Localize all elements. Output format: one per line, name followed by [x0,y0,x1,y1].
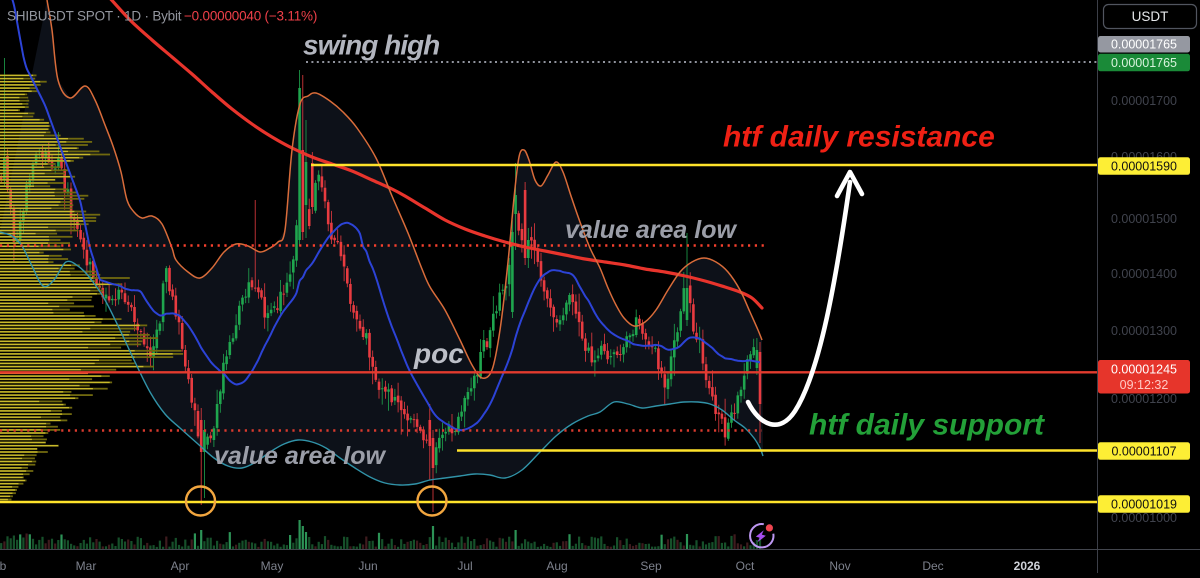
svg-text:0.00001019: 0.00001019 [1111,497,1177,511]
svg-text:0.00001765: 0.00001765 [1111,56,1177,70]
svg-text:Aug: Aug [546,559,567,573]
svg-text:Jun: Jun [358,559,377,573]
svg-text:09:12:32: 09:12:32 [1120,378,1169,392]
svg-text:0.00001200: 0.00001200 [1111,392,1177,406]
svg-text:Mar: Mar [76,559,97,573]
svg-text:value area low: value area low [214,442,386,470]
svg-text:Nov: Nov [829,559,850,573]
svg-text:b: b [0,559,7,573]
svg-text:0.00001700: 0.00001700 [1111,94,1177,108]
svg-text:poc: poc [413,338,464,369]
svg-text:SHIBUSDT SPOT · 1D · Bybit: SHIBUSDT SPOT · 1D · Bybit [7,9,182,24]
svg-text:swing high: swing high [303,30,439,61]
svg-text:0.00001400: 0.00001400 [1111,267,1177,281]
svg-text:Jul: Jul [457,559,472,573]
svg-text:0.00001590: 0.00001590 [1111,159,1177,173]
svg-text:htf daily support: htf daily support [809,409,1046,442]
svg-text:Apr: Apr [171,559,190,573]
svg-text:May: May [261,559,284,573]
svg-text:Sep: Sep [640,559,662,573]
svg-text:Oct: Oct [736,559,755,573]
svg-text:0.00001107: 0.00001107 [1111,444,1176,458]
svg-text:Dec: Dec [922,559,943,573]
svg-text:0.00001500: 0.00001500 [1111,212,1177,226]
svg-text:−0.00000040 (−3.11%): −0.00000040 (−3.11%) [184,9,317,24]
svg-text:0.00001300: 0.00001300 [1111,324,1177,338]
svg-text:value area low: value area low [565,216,737,244]
svg-text:0.00001245: 0.00001245 [1111,363,1177,377]
svg-text:0.00001000: 0.00001000 [1111,511,1177,525]
svg-text:0.00001765: 0.00001765 [1111,38,1177,52]
svg-text:2026: 2026 [1014,559,1041,573]
svg-text:USDT: USDT [1132,9,1169,24]
svg-text:htf daily resistance: htf daily resistance [723,121,995,154]
